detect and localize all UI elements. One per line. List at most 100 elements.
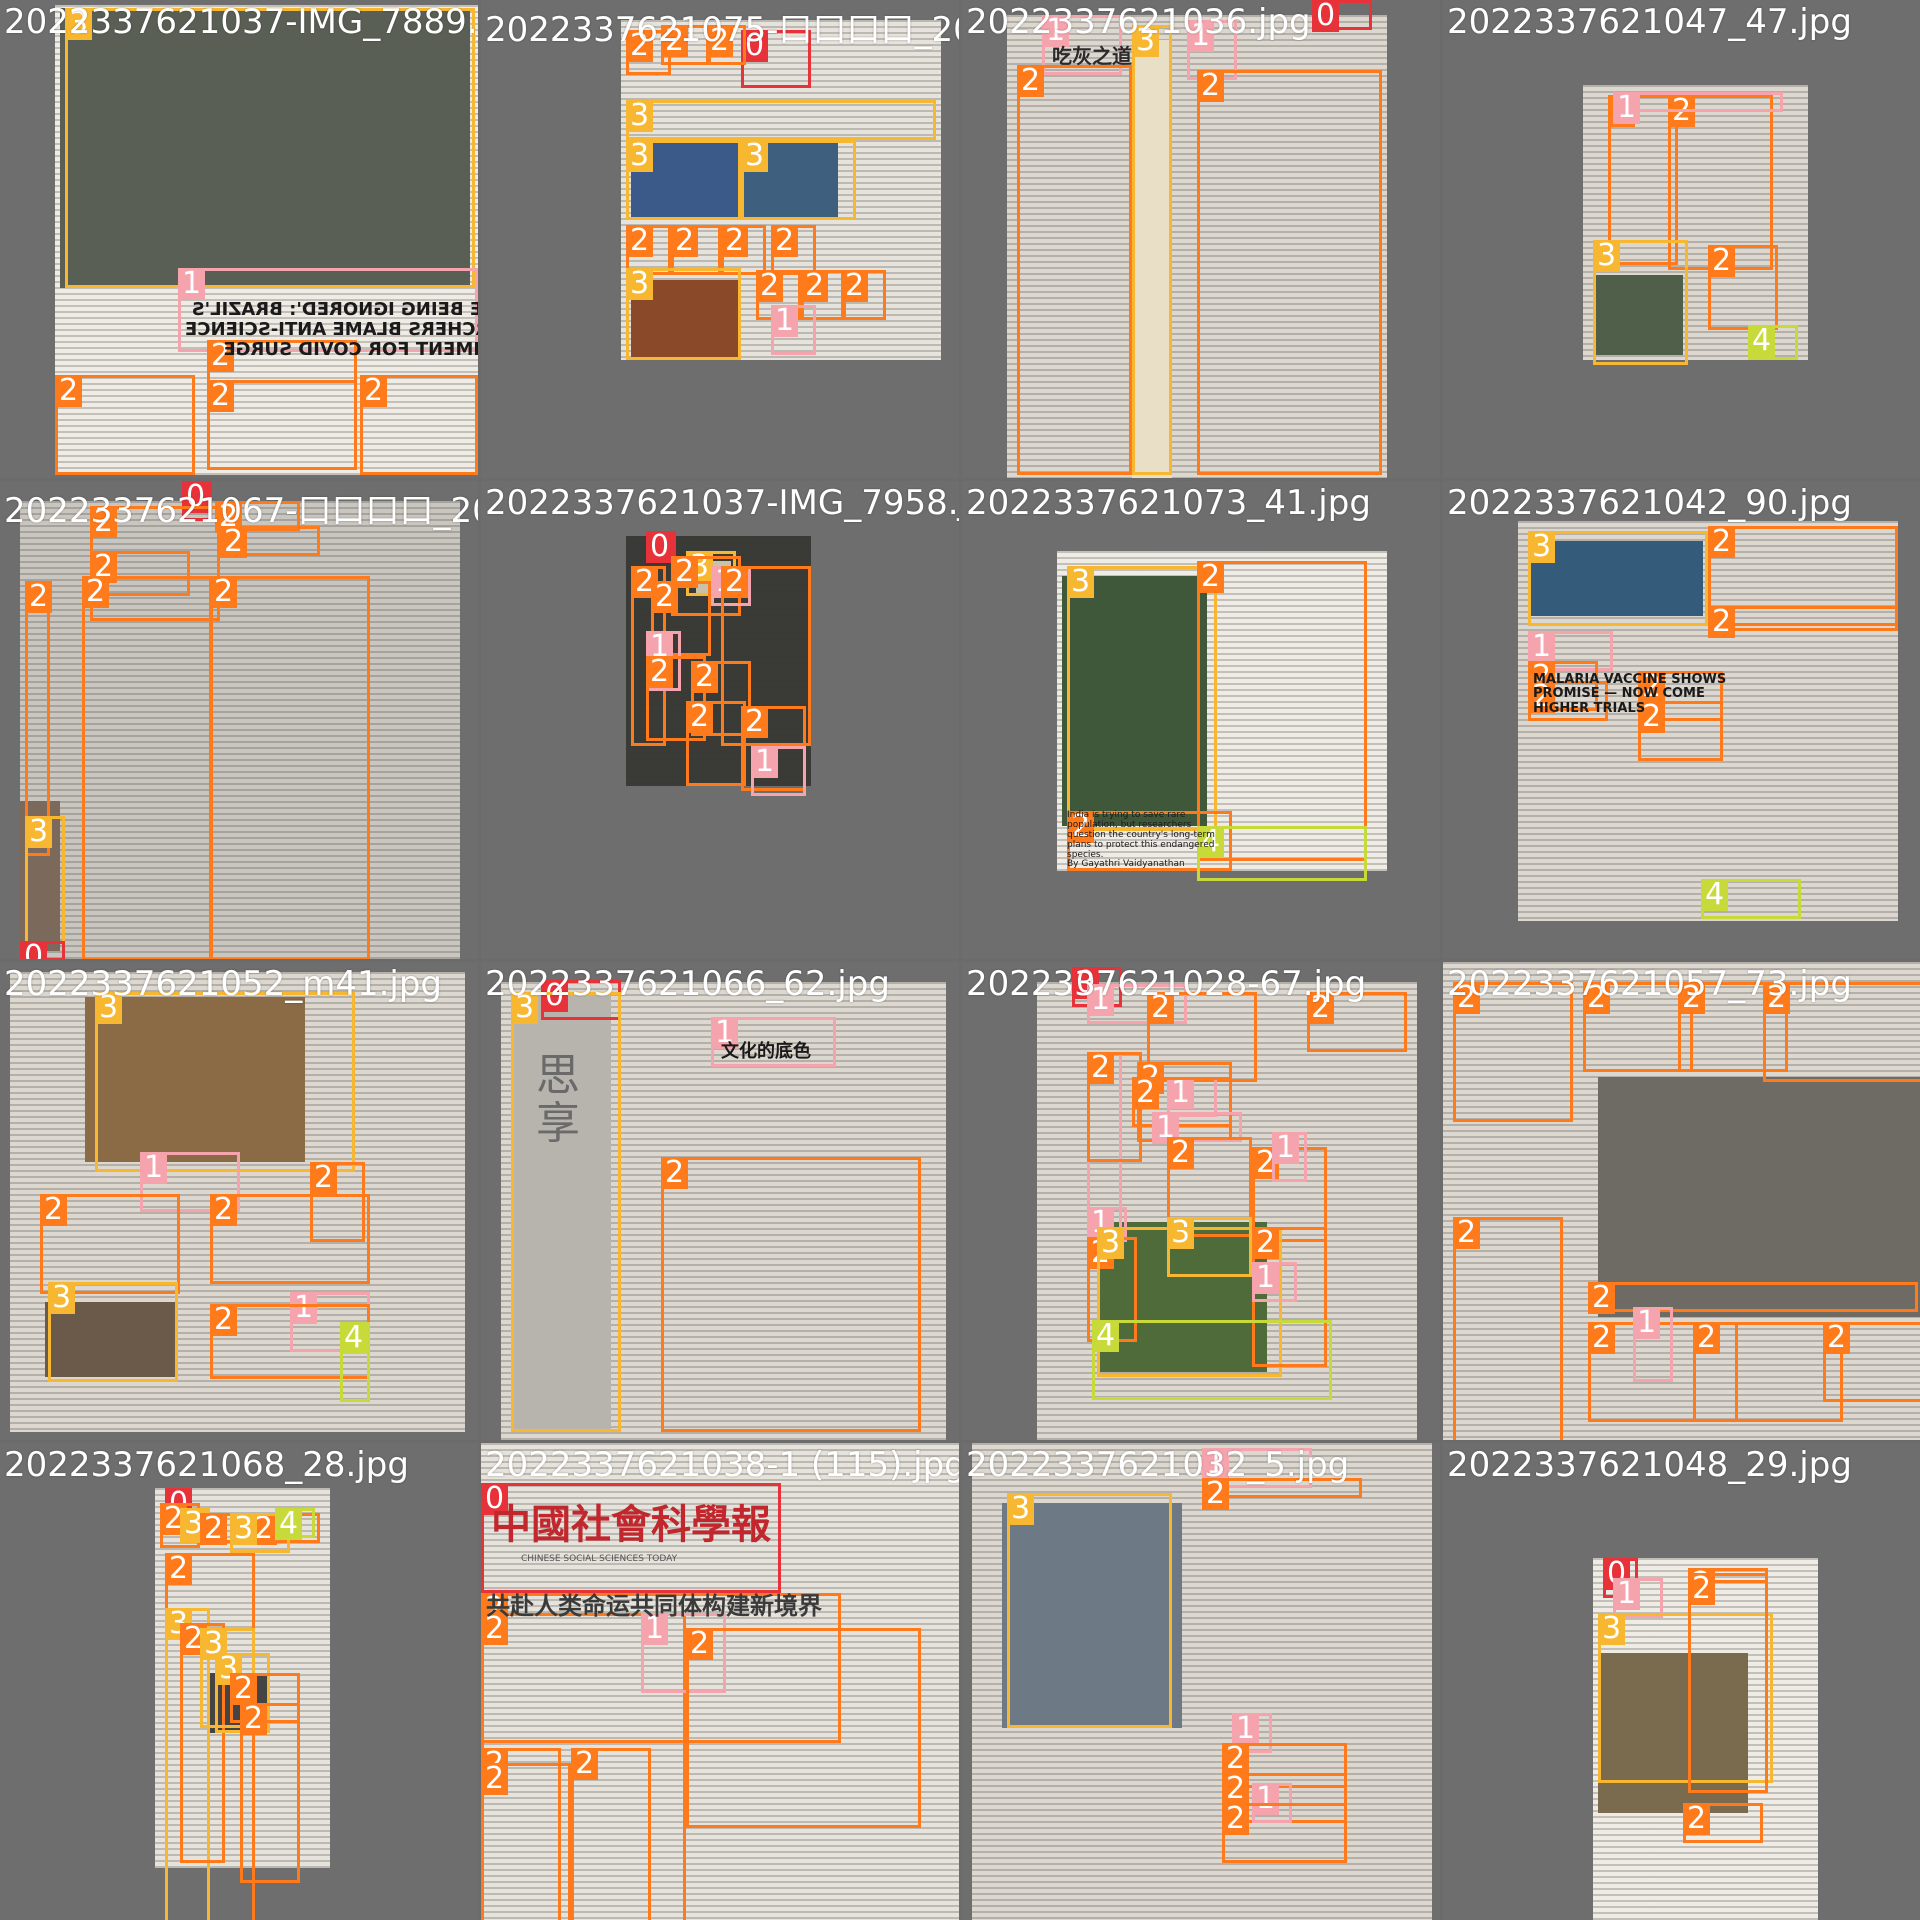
detection-box[interactable]: 3	[1132, 25, 1172, 475]
detection-box[interactable]: 3	[626, 140, 741, 220]
detection-box[interactable]: 2	[1763, 982, 1920, 1082]
detection-box[interactable]: 1	[1042, 15, 1122, 75]
detection-box[interactable]: 2	[1017, 65, 1132, 475]
detection-box[interactable]: 3	[48, 1282, 178, 1382]
detection-box[interactable]: 4	[1092, 1320, 1332, 1400]
detection-box[interactable]: 3	[1097, 1227, 1282, 1377]
detection-box[interactable]: 3	[741, 140, 856, 220]
detection-box[interactable]: 2	[721, 566, 811, 746]
detection-box[interactable]: 1	[1272, 1132, 1307, 1182]
detection-box[interactable]: 2	[1678, 982, 1788, 1072]
detection-box[interactable]: 2	[1197, 561, 1367, 861]
detection-box[interactable]: 2	[1638, 701, 1723, 761]
detection-box[interactable]: 3	[1167, 1217, 1252, 1277]
grid-cell[interactable]: 0123222022337621048_29.jpg	[1443, 1443, 1920, 1920]
detection-box[interactable]: 2	[1222, 1803, 1347, 1863]
detection-box[interactable]: 2	[771, 225, 816, 275]
detection-box[interactable]: 2	[310, 1162, 365, 1242]
detection-box[interactable]: 1	[178, 268, 478, 352]
detection-box[interactable]: 2	[691, 661, 751, 736]
detection-box[interactable]: 2	[55, 375, 195, 475]
detection-box[interactable]: 1	[711, 1017, 836, 1067]
detection-box[interactable]: 3	[25, 816, 65, 959]
detection-box[interactable]: 0	[646, 531, 676, 563]
detection-box[interactable]: 0	[1312, 0, 1372, 32]
detection-box[interactable]: 2	[1132, 1077, 1232, 1127]
detection-box[interactable]: 1	[1633, 1307, 1673, 1382]
detection-box[interactable]: 1	[290, 1292, 370, 1352]
detection-box[interactable]: 2	[1528, 681, 1608, 721]
detection-box[interactable]: 1	[1232, 1713, 1272, 1753]
detection-box[interactable]: 3	[1593, 240, 1688, 365]
detection-box[interactable]: 2	[230, 1673, 300, 1723]
detection-box[interactable]: 2	[1453, 982, 1573, 1122]
detection-box[interactable]: 2	[180, 1623, 225, 1863]
detection-box[interactable]: 3	[1528, 531, 1708, 626]
detection-box[interactable]: 2	[210, 576, 370, 959]
detection-box[interactable]: 2	[1583, 982, 1693, 1072]
detection-box[interactable]: 3	[1598, 1613, 1773, 1783]
detection-box[interactable]: 2	[1453, 1217, 1563, 1440]
detection-box[interactable]: 1	[1202, 1448, 1312, 1488]
grid-cell[interactable]: 0 1 3 1 2 2 吃灰之道 2022337621036.jpg	[962, 0, 1440, 478]
detection-box[interactable]: 2	[1588, 1282, 1918, 1314]
detection-box[interactable]: 2	[1638, 671, 1723, 721]
detection-box[interactable]: 3	[511, 992, 621, 1432]
detection-box[interactable]: 1	[771, 305, 816, 355]
detection-box[interactable]: 3	[1067, 566, 1217, 831]
detection-box[interactable]: 1	[1613, 92, 1783, 124]
detection-box[interactable]: 2	[671, 225, 721, 275]
grid-cell[interactable]: 2 2 2 2 2 2 2 1 2 2 2022337621057_73.jpg	[1443, 962, 1920, 1440]
detection-box[interactable]: 2	[1197, 70, 1382, 475]
detection-box[interactable]: 2	[661, 25, 711, 65]
detection-box[interactable]: 2	[1708, 245, 1778, 330]
grid-cell[interactable]: 012212212123211232142022337621028-67.jpg	[962, 962, 1440, 1440]
grid-cell[interactable]: 02321221222212022337621037-IMG_7958.JPG	[481, 481, 959, 959]
detection-box[interactable]: 2	[360, 375, 478, 475]
grid-cell[interactable]: 312222E ARE BEING IGNORED': BRAZIL'S SEA…	[0, 0, 478, 478]
grid-cell[interactable]: 02212222中國社會科學報CHINESE SOCIAL SCIENCES T…	[481, 1443, 959, 1920]
grid-cell[interactable]: 0 3 1 2 思享 文化的底色 2022337621066_62.jpg	[481, 962, 959, 1440]
detection-box[interactable]: 2	[1693, 1322, 1843, 1422]
detection-box[interactable]: 3	[95, 992, 355, 1172]
detection-box[interactable]: 2	[686, 701, 746, 786]
detection-box[interactable]: 4	[1748, 325, 1798, 360]
detection-box[interactable]: 2	[481, 1763, 571, 1920]
detection-box[interactable]: 2	[240, 1703, 300, 1883]
detection-box[interactable]: 2	[1147, 992, 1257, 1082]
detection-box[interactable]: 4	[340, 1322, 370, 1402]
detection-box[interactable]: 0	[481, 1483, 781, 1593]
detection-box[interactable]: 2	[1202, 1478, 1362, 1510]
detection-box[interactable]: 1	[1087, 984, 1187, 1024]
detection-box[interactable]: 1	[1152, 1112, 1242, 1144]
detection-box[interactable]: 1	[140, 1152, 240, 1212]
detection-box[interactable]: 1	[1252, 1262, 1297, 1302]
detection-box[interactable]: 2	[1708, 606, 1898, 638]
detection-box[interactable]: 2	[207, 380, 357, 470]
grid-cell[interactable]: 3 2 2 1 2 2 2 2 4 MALARIA VACCINE SHOWS PROMISE —…	[1443, 481, 1920, 959]
detection-box[interactable]: 2	[841, 270, 886, 320]
grid-cell[interactable]: 3 1 2 1 2 2 1 2 2022337621032_5.jpg	[962, 1443, 1440, 1920]
detection-box[interactable]: 2	[686, 1628, 921, 1828]
detection-box[interactable]: 0	[20, 941, 65, 959]
detection-box[interactable]: 2	[1588, 1322, 1738, 1422]
detection-box[interactable]: 2	[1067, 811, 1232, 871]
detection-box[interactable]: 2	[1167, 1137, 1252, 1237]
detection-box[interactable]: 4	[275, 1508, 315, 1540]
grid-cell[interactable]: 3 2 1 2 2 3 1 2 4 2022337621052_m41.jpg	[0, 962, 478, 1440]
detection-box[interactable]: 2	[90, 506, 220, 621]
detection-box[interactable]: 2	[1683, 1803, 1763, 1843]
detection-box[interactable]: 2	[651, 581, 711, 656]
detection-box[interactable]: 2	[706, 25, 746, 65]
detection-box[interactable]: 2	[215, 501, 300, 533]
detection-box[interactable]: 2	[756, 270, 801, 320]
detection-box[interactable]: 1	[1528, 631, 1613, 671]
detection-box[interactable]: 2	[661, 1157, 921, 1432]
grid-cell[interactable]: 023223423233222022337621068_28.jpg	[0, 1443, 478, 1920]
detection-box[interactable]: 2	[220, 526, 320, 558]
detection-box[interactable]: 2	[1708, 526, 1898, 626]
detection-box[interactable]: 2	[626, 30, 671, 75]
detection-box[interactable]: 1	[751, 746, 806, 796]
